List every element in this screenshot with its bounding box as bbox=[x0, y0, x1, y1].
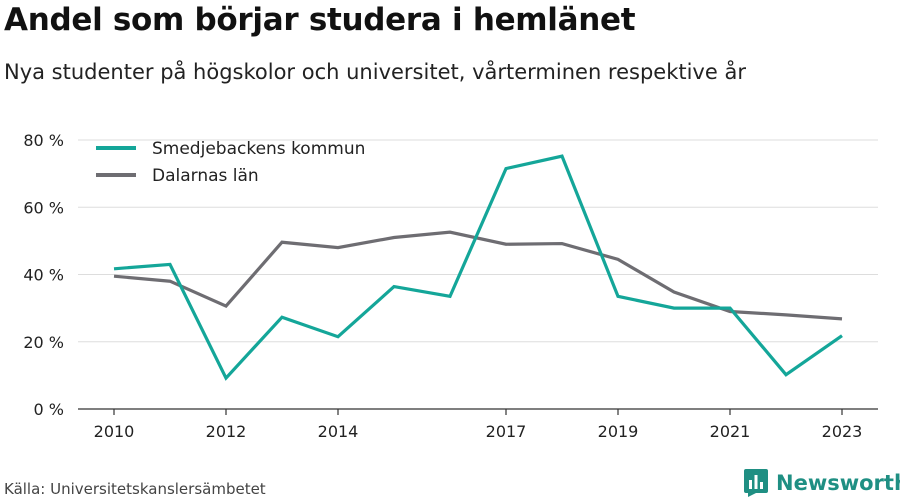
legend: Smedjebackens kommun Dalarnas län bbox=[96, 139, 365, 186]
x-tick-label: 2019 bbox=[598, 422, 639, 441]
y-tick-label: 40 % bbox=[23, 266, 64, 285]
series-line bbox=[113, 154, 843, 381]
x-tick-label: 2023 bbox=[822, 422, 863, 441]
legend-label: Smedjebackens kommun bbox=[152, 139, 365, 159]
brand-name: Newsworthy bbox=[776, 471, 900, 495]
series-lines bbox=[113, 154, 843, 381]
newsworthy-logo: Newsworthy bbox=[744, 467, 900, 499]
chart-title: Andel som börjar studera i hemlänet bbox=[4, 2, 636, 38]
chart-subtitle: Nya studenter på högskolor och universit… bbox=[4, 60, 746, 84]
y-axis-ticks: 0 % 20 % 40 % 60 % 80 % bbox=[23, 131, 64, 419]
x-axis: 2010 2012 2014 2017 2019 2021 2023 bbox=[78, 408, 878, 441]
gridlines bbox=[78, 139, 878, 343]
x-tick-label: 2014 bbox=[318, 422, 359, 441]
y-tick-label: 0 % bbox=[34, 400, 64, 419]
bar-chart-icon bbox=[744, 469, 768, 497]
y-tick-label: 20 % bbox=[23, 333, 64, 352]
x-tick-label: 2010 bbox=[94, 422, 135, 441]
legend-label: Dalarnas län bbox=[152, 166, 259, 186]
series-line bbox=[113, 230, 843, 321]
x-tick-label: 2021 bbox=[710, 422, 751, 441]
y-tick-label: 80 % bbox=[23, 131, 64, 150]
y-tick-label: 60 % bbox=[23, 198, 64, 217]
x-tick-label: 2012 bbox=[206, 422, 247, 441]
x-tick-label: 2017 bbox=[486, 422, 527, 441]
source-note: Källa: Universitetskanslersämbetet bbox=[4, 480, 266, 498]
